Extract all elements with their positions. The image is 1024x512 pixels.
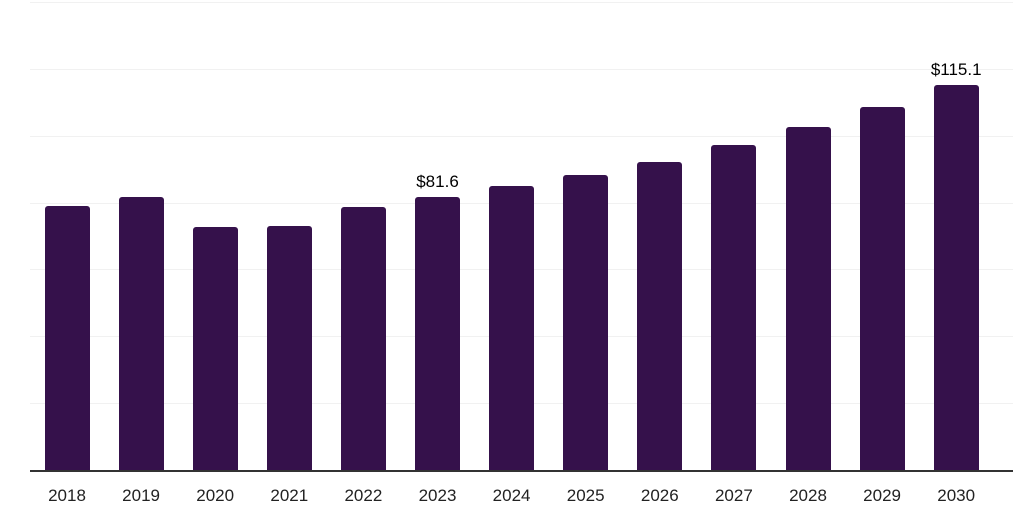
bar-2030 [933, 85, 979, 470]
gridline-140 [30, 2, 1013, 3]
data-label-2030: $115.1 [930, 60, 982, 80]
x-tick-label-2027: 2027 [714, 486, 753, 505]
x-tick-label-2021: 2021 [270, 486, 309, 505]
x-axis-line [30, 470, 1013, 472]
x-tick-label-2030: 2030 [937, 486, 976, 505]
x-tick-label-2020: 2020 [196, 486, 235, 505]
x-tick-label-2022: 2022 [344, 486, 383, 505]
gridline-120 [30, 68, 1013, 70]
bar-2029 [859, 107, 905, 470]
bar-2023 [415, 197, 460, 470]
bar-2021 [266, 225, 312, 470]
gridline-100 [30, 135, 1013, 137]
data-label-2023: $81.6 [416, 172, 459, 192]
x-tick-label-2029: 2029 [863, 486, 901, 505]
bar-2028 [785, 127, 831, 470]
bar-2027 [711, 144, 757, 470]
bar-2024 [489, 186, 535, 470]
bar-2018 [44, 206, 90, 470]
bar-2020 [192, 226, 238, 470]
x-tick-label-2025: 2025 [566, 486, 605, 505]
bar-2019 [118, 196, 164, 470]
x-tick-label-2023: 2023 [418, 486, 457, 505]
plot-area: $81.6 $115.1 [30, 2, 1013, 470]
bar-2026 [637, 162, 683, 470]
x-tick-label-2019: 2019 [122, 486, 160, 505]
x-tick-label-2024: 2024 [492, 486, 531, 505]
x-tick-label-2018: 2018 [48, 486, 86, 505]
x-tick-label-2026: 2026 [640, 486, 679, 505]
x-tick-label-2028: 2028 [789, 486, 827, 505]
bar-2022 [340, 206, 386, 470]
bar-2025 [563, 174, 609, 470]
